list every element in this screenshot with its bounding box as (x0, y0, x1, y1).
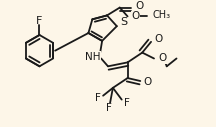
Text: O: O (154, 34, 162, 44)
Text: F: F (36, 16, 43, 26)
Text: O: O (143, 77, 151, 87)
Text: S: S (121, 17, 128, 27)
Text: F: F (95, 93, 101, 103)
Text: O: O (158, 53, 166, 64)
Text: NH: NH (85, 52, 100, 61)
Text: F: F (124, 98, 130, 108)
Text: F: F (106, 103, 112, 113)
Text: O: O (135, 1, 144, 11)
Text: O: O (132, 11, 140, 21)
Text: CH₃: CH₃ (152, 10, 170, 20)
